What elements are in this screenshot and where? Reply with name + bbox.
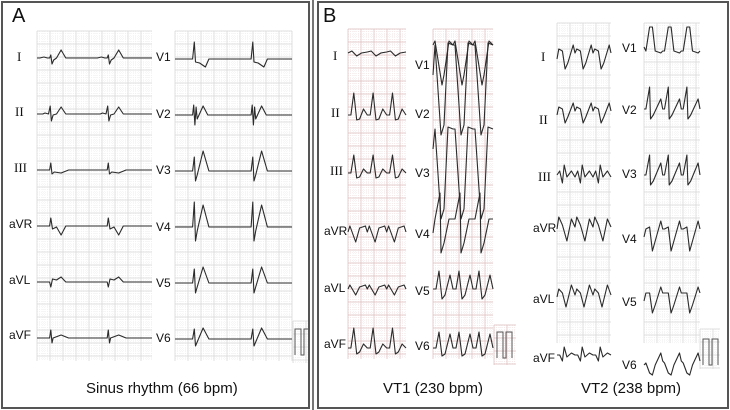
vt1-lead-label-aVL: aVL [324,281,346,295]
vt2-lead-label-V4: V4 [622,232,637,246]
vt2-lead-label-V3: V3 [622,167,637,181]
lead-label-aVR: aVR [9,217,33,231]
vt2-lead-label-aVR: aVR [533,221,557,235]
vt2-lead-label-V6: V6 [622,358,637,372]
lead-label-aVF: aVF [9,328,32,342]
ecg-12-lead-vt [347,22,720,376]
vt1-lead-label-V3: V3 [415,166,430,180]
vt1-lead-label-V4: V4 [415,227,430,241]
vt2-lead-label-V2: V2 [622,103,637,117]
panel-letter-a: A [12,5,26,27]
caption-vt1: VT1 (230 bpm) [383,380,484,397]
vt1-lead-label-aVR: aVR [324,224,348,238]
lead-label-V3: V3 [156,163,171,177]
ecg-12-lead-sinus [36,30,308,363]
vt1-lead-label-II: II [331,105,340,120]
lead-label-III: III [14,160,27,175]
vt1-lead-label-aVF: aVF [324,337,347,351]
vt2-lead-label-II: II [539,112,548,127]
vt1-lead-label-V1: V1 [415,58,430,72]
panel-b-ventricular-tachycardia: B I II III aVR aVL aVF V1 V2 V3 V4 V5 V6… [317,1,729,409]
caption-sinus-rhythm: Sinus rhythm (66 bpm) [86,380,238,397]
vt1-lead-label-V6: V6 [415,339,430,353]
lead-label-II: II [15,104,24,119]
vt1-lead-label-V5: V5 [415,284,430,298]
lead-label-aVL: aVL [9,273,31,287]
lead-label-V2: V2 [156,107,171,121]
vt1-lead-label-III: III [330,163,343,178]
panel-a-sinus-rhythm: A I II III aVR aVL aVF V1 V2 V3 V4 V5 V6… [1,1,310,409]
caption-vt2: VT2 (238 bpm) [581,380,682,397]
lead-label-I: I [17,49,22,64]
vt2-lead-label-aVF: aVF [533,351,556,365]
panel-divider [312,0,314,410]
lead-label-V1: V1 [156,50,171,64]
panel-letter-b: B [323,5,337,27]
lead-label-V5: V5 [156,276,171,290]
vt2-lead-label-V5: V5 [622,295,637,309]
vt2-lead-label-III: III [538,169,551,184]
lead-label-V6: V6 [156,331,171,345]
vt1-lead-label-I: I [333,48,338,63]
vt1-lead-label-V2: V2 [415,107,430,121]
vt2-lead-label-V1: V1 [622,41,637,55]
vt2-lead-label-I: I [541,49,546,64]
vt2-lead-label-aVL: aVL [533,292,555,306]
lead-label-V4: V4 [156,220,171,234]
